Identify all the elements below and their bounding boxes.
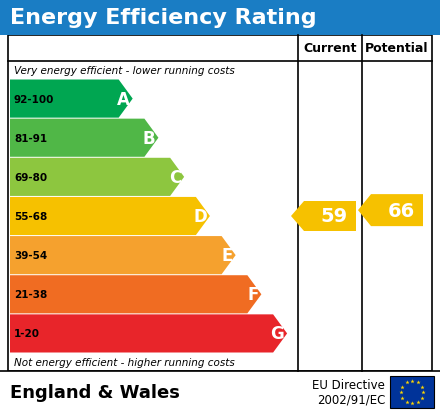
Text: Not energy efficient - higher running costs: Not energy efficient - higher running co… [14,357,235,367]
Text: E: E [221,247,233,264]
Bar [390,376,434,408]
Text: EU Directive: EU Directive [312,379,385,392]
Polygon shape [10,237,236,275]
Text: England & Wales: England & Wales [10,383,180,401]
Text: D: D [193,207,207,225]
Text: 92-100: 92-100 [14,94,55,104]
Text: 66: 66 [387,201,414,220]
Text: Potential: Potential [365,43,429,55]
Polygon shape [10,80,133,119]
Text: 59: 59 [320,207,348,226]
Polygon shape [291,202,356,231]
Text: 2002/91/EC: 2002/91/EC [317,392,385,406]
Text: G: G [270,325,284,343]
Text: A: A [117,90,130,108]
Text: 39-54: 39-54 [14,251,47,261]
Bar [8,36,432,371]
Text: 21-38: 21-38 [14,290,47,299]
Text: B: B [143,129,155,147]
Text: Current: Current [303,43,357,55]
Polygon shape [10,159,184,197]
Bar [0,371,440,413]
Polygon shape [10,119,158,157]
Text: 81-91: 81-91 [14,133,47,143]
Polygon shape [10,315,287,353]
Polygon shape [10,197,210,235]
Text: Energy Efficiency Rating: Energy Efficiency Rating [10,8,317,28]
Text: F: F [247,286,258,304]
Text: 69-80: 69-80 [14,173,47,183]
Text: Very energy efficient - lower running costs: Very energy efficient - lower running co… [14,66,235,76]
Text: 1-20: 1-20 [14,329,40,339]
Polygon shape [10,275,261,313]
Text: C: C [169,169,181,186]
Polygon shape [358,195,423,227]
Text: 55-68: 55-68 [14,211,47,221]
Bar [0,0,440,36]
